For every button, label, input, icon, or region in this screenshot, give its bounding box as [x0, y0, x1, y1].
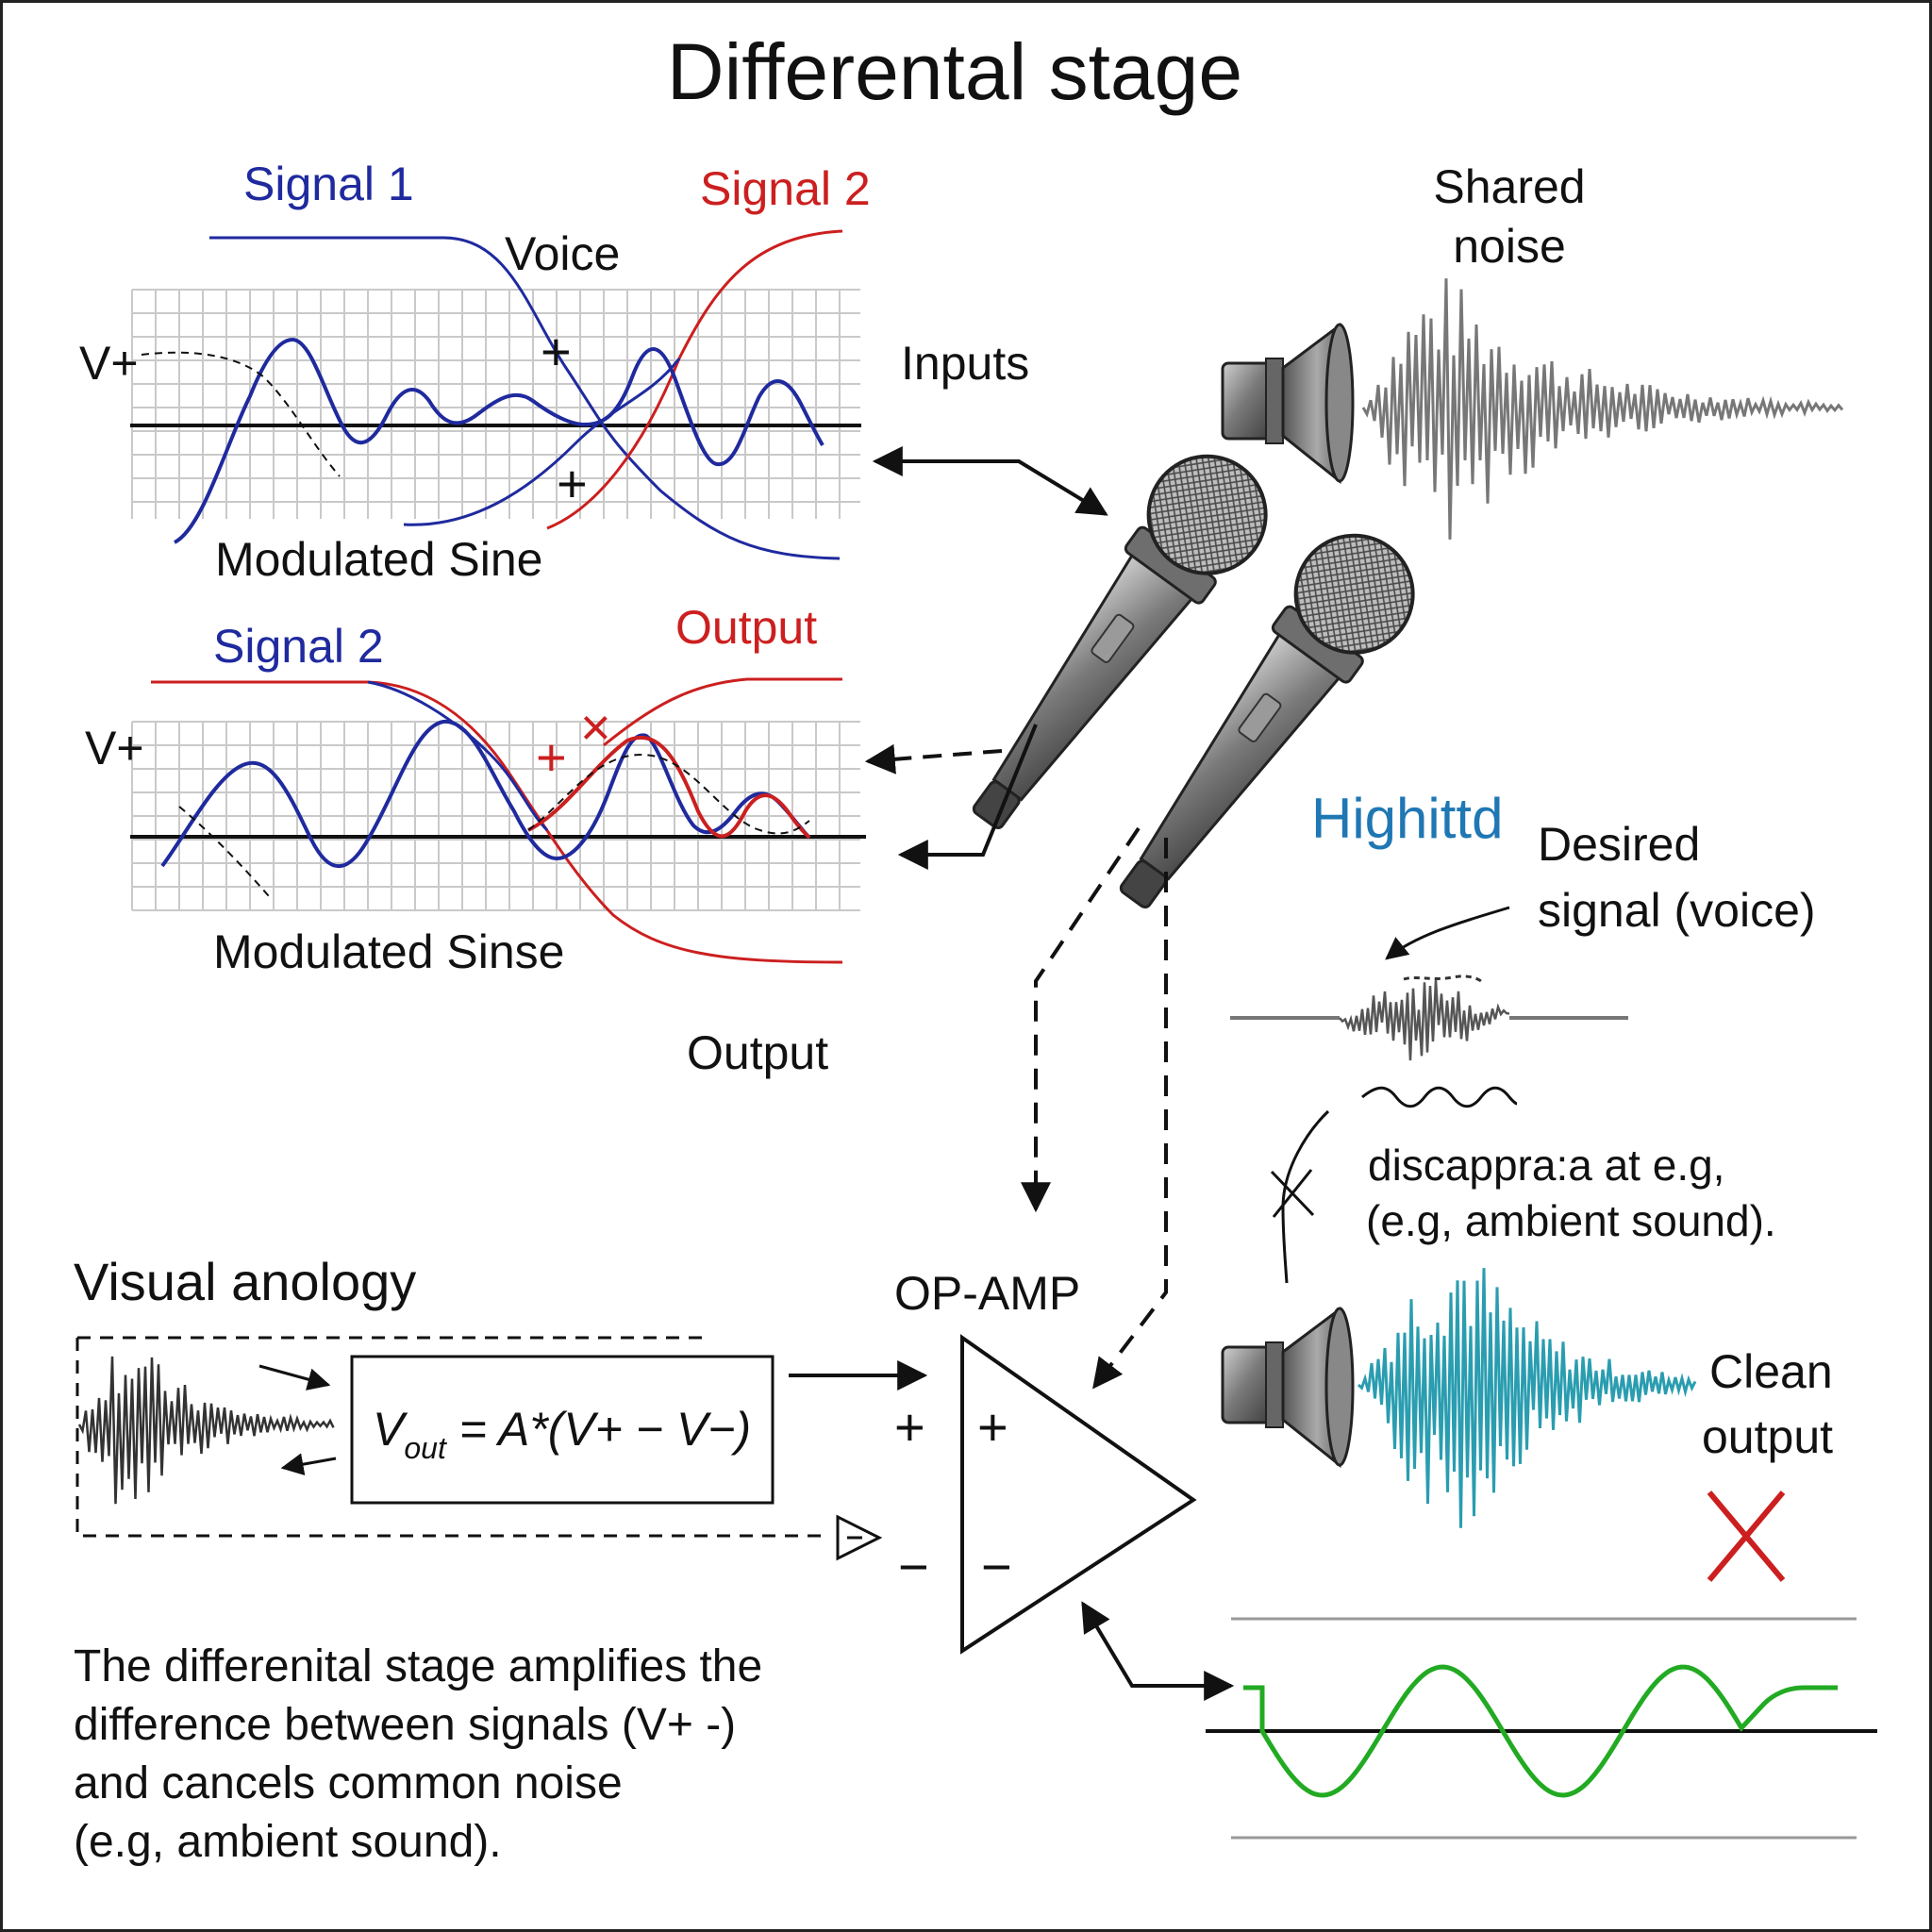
visual-analogy-label: Visual anology [74, 1252, 416, 1311]
formula-v: V [373, 1403, 408, 1456]
mic2-dashed-arrow-to-opamp [1021, 826, 1141, 1213]
output-label: Output [687, 1026, 828, 1079]
mic1-arrow-to-panel [897, 724, 1038, 870]
disappear-label-line1: discappra:a at e.g, [1368, 1141, 1724, 1190]
top-signal-panel: Signal 1 Signal 2 Voice V+ + + Modulated… [79, 158, 871, 586]
analogy-dashed-frame [75, 1336, 821, 1538]
shared-noise-label-line2: noise [1453, 220, 1566, 273]
desired-voice-waveform [1230, 974, 1628, 1061]
mic2-dashed-arrow-to-opamp-plus [1092, 838, 1168, 1390]
bottom-panel-grid [131, 721, 860, 911]
formula-rest: = A*(V+ − V−) [446, 1403, 751, 1456]
mic1-dashed-arrow-to-panel [864, 743, 1003, 774]
disappear-label-line2: (e.g, ambient sound). [1366, 1196, 1776, 1245]
vplus-label-bottom: V+ [85, 722, 144, 774]
bottom-signal-panel: Signal 2 Output V+ + × Modulated Sinse [85, 601, 866, 978]
top-panel-grid [131, 289, 860, 519]
modulated-sine-top [173, 337, 824, 544]
microphone-icon [972, 454, 1268, 830]
analogy-inverter-triangle [836, 1514, 883, 1561]
modulated-sinse-label: Modulated Sinse [213, 925, 564, 978]
speaker-icon [1221, 1307, 1355, 1469]
formula-subscript: out [404, 1431, 447, 1465]
desired-signal-label-line2: signal (voice) [1538, 884, 1816, 937]
bottom-dashed-reference [527, 753, 810, 835]
green-output-plot [1206, 1617, 1877, 1840]
analogy-arrow-in [258, 1364, 331, 1391]
analogy-input-waveform [77, 1356, 335, 1505]
bottom-dashed-start [178, 806, 270, 897]
formula-text: Vout = A*(V+ − V−) [373, 1403, 751, 1465]
shared-noise-waveform [1361, 278, 1844, 540]
plus-sign-top-upper: + [541, 322, 572, 381]
output-envelope-upper [603, 677, 842, 747]
diagram-title: Differental stage [667, 27, 1242, 116]
x-mark-icon [1707, 1491, 1786, 1582]
top-dashed-reference [141, 351, 341, 477]
voice-label: Voice [505, 227, 620, 280]
signal-1-envelope [209, 236, 841, 560]
disappear-cross [1270, 1169, 1315, 1218]
opamp-plus-inner: + [977, 1397, 1008, 1457]
opamp-plus-outer: + [894, 1397, 925, 1457]
note-line-3: and cancels common noise [74, 1758, 623, 1808]
shared-noise-label-line1: Shared [1433, 160, 1585, 213]
clean-output-label-line2: output [1702, 1410, 1833, 1463]
plus-sign-bottom: + [536, 727, 567, 787]
signal-2-bottom-envelope [367, 680, 549, 832]
microphone-icon [1119, 533, 1415, 909]
signal-1-lower-envelope [403, 358, 681, 526]
modulated-sine-bottom-red [527, 735, 811, 840]
modulated-sine-bottom-blue [160, 719, 811, 869]
modulated-sine-label: Modulated Sine [215, 533, 542, 586]
opamp-minus-inner: − [981, 1537, 1012, 1596]
note-line-1: The differenital stage amplifies the [74, 1641, 762, 1691]
note-line-4: (e.g, ambient sound). [74, 1817, 502, 1867]
desired-signal-arrow [1385, 906, 1510, 960]
signal-2-label-bottom: Signal 2 [213, 620, 384, 673]
analogy-arrow-out [280, 1453, 337, 1476]
opamp-output-arrow [1081, 1601, 1235, 1701]
highlighted-label: Highittd [1311, 787, 1503, 850]
signal-2-label-top: Signal 2 [700, 162, 871, 215]
output-label-red: Output [675, 601, 817, 654]
opamp-label: OP-AMP [894, 1267, 1080, 1320]
inputs-label: Inputs [901, 337, 1029, 390]
vplus-label-top: V+ [79, 337, 139, 390]
clean-output-label-line1: Clean [1709, 1345, 1833, 1398]
output-envelope-lower [151, 680, 843, 964]
opamp-minus-outer: − [898, 1537, 929, 1596]
small-residual-wave [1361, 1086, 1518, 1108]
cross-mark-bottom: × [580, 697, 611, 757]
opamp-triangle [960, 1334, 1197, 1655]
desired-signal-label-line1: Desired [1538, 818, 1700, 871]
plus-sign-top-lower: + [557, 454, 588, 513]
note-line-2: difference between signals (V+ -) [74, 1700, 736, 1750]
signal-1-label: Signal 1 [243, 158, 414, 210]
inputs-arrow [872, 446, 1108, 516]
formula-box [350, 1355, 774, 1505]
clean-output-waveform [1357, 1268, 1697, 1528]
speaker-icon [1221, 323, 1355, 485]
